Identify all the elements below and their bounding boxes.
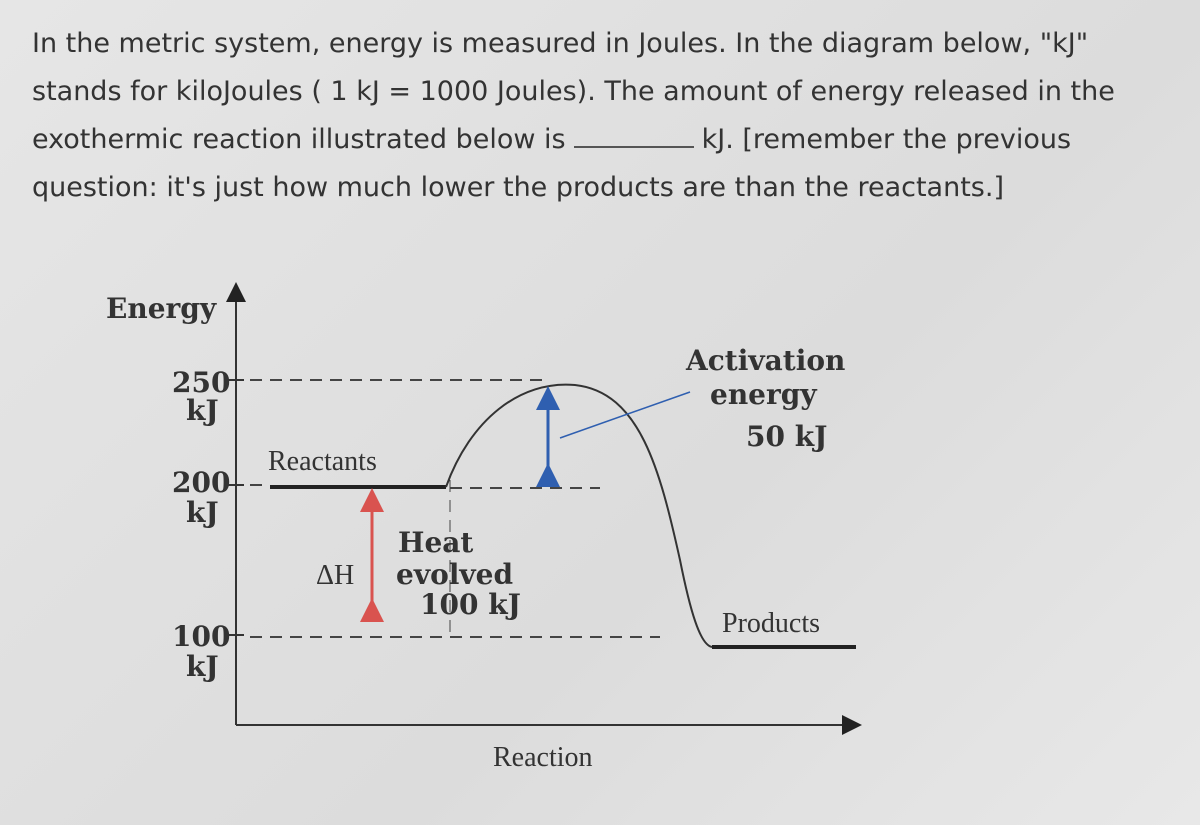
question-line: exothermic reaction illustrated below is… bbox=[32, 124, 1071, 155]
tick-unit: kJ bbox=[186, 394, 219, 427]
activation-label: energy bbox=[710, 378, 817, 411]
delta-h-label: ΔH bbox=[316, 560, 354, 591]
guide-lines bbox=[250, 379, 660, 640]
tick-label: 100 bbox=[172, 620, 230, 653]
heat-label: 100 kJ bbox=[420, 588, 521, 621]
axes bbox=[226, 282, 862, 735]
heat-label: evolved bbox=[396, 558, 513, 591]
activation-label: Activation bbox=[685, 344, 845, 377]
tick-unit: kJ bbox=[186, 650, 219, 683]
question-line: stands for kiloJoules ( 1 kJ = 1000 Joul… bbox=[32, 76, 1115, 107]
tick-unit: kJ bbox=[186, 496, 219, 529]
question-line: In the metric system, energy is measured… bbox=[32, 28, 1089, 59]
reactants-label: Reactants bbox=[268, 446, 377, 477]
tick-label: 200 bbox=[172, 466, 230, 499]
question-text: kJ. [remember the previous bbox=[701, 124, 1072, 155]
activation-label: 50 kJ bbox=[746, 420, 827, 453]
x-axis-label: Reaction bbox=[493, 742, 593, 773]
question-text: exothermic reaction illustrated below is bbox=[32, 124, 566, 155]
tick-label: 250 bbox=[172, 366, 230, 399]
answer-blank[interactable] bbox=[573, 146, 694, 148]
question-line: question: it's just how much lower the p… bbox=[32, 172, 1004, 203]
products-label: Products bbox=[722, 608, 820, 639]
y-axis-label: Energy bbox=[106, 292, 217, 325]
pointer-line bbox=[559, 391, 691, 439]
heat-label: Heat bbox=[398, 526, 473, 559]
energy-curve bbox=[445, 383, 713, 648]
